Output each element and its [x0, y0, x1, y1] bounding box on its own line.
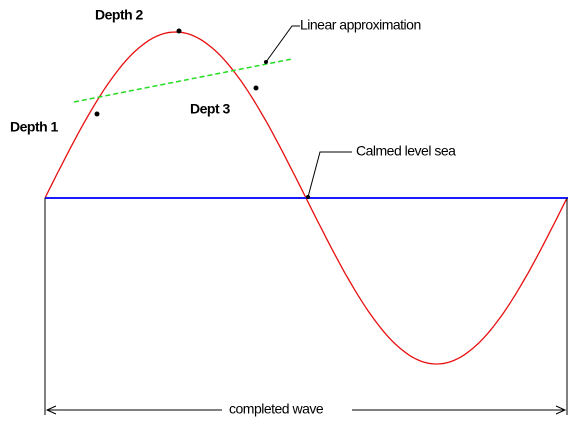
label: Depth 2: [95, 7, 144, 23]
leader-dot: [264, 60, 268, 64]
depth-point: [94, 111, 100, 117]
leader-line: [265, 25, 300, 63]
label: Dept 3: [190, 101, 231, 117]
depth-point: [176, 28, 182, 34]
label: Depth 1: [10, 119, 59, 135]
label: Calmed level sea: [356, 143, 456, 159]
leader-dot: [306, 195, 310, 199]
depth-point: [253, 85, 259, 91]
arrow-head: [555, 405, 567, 415]
arrow-head: [45, 405, 57, 415]
linear-approximation-line: [73, 58, 293, 103]
label: completed wave: [229, 401, 324, 417]
leader-line: [307, 151, 352, 198]
label: Linear approximation: [300, 17, 421, 33]
